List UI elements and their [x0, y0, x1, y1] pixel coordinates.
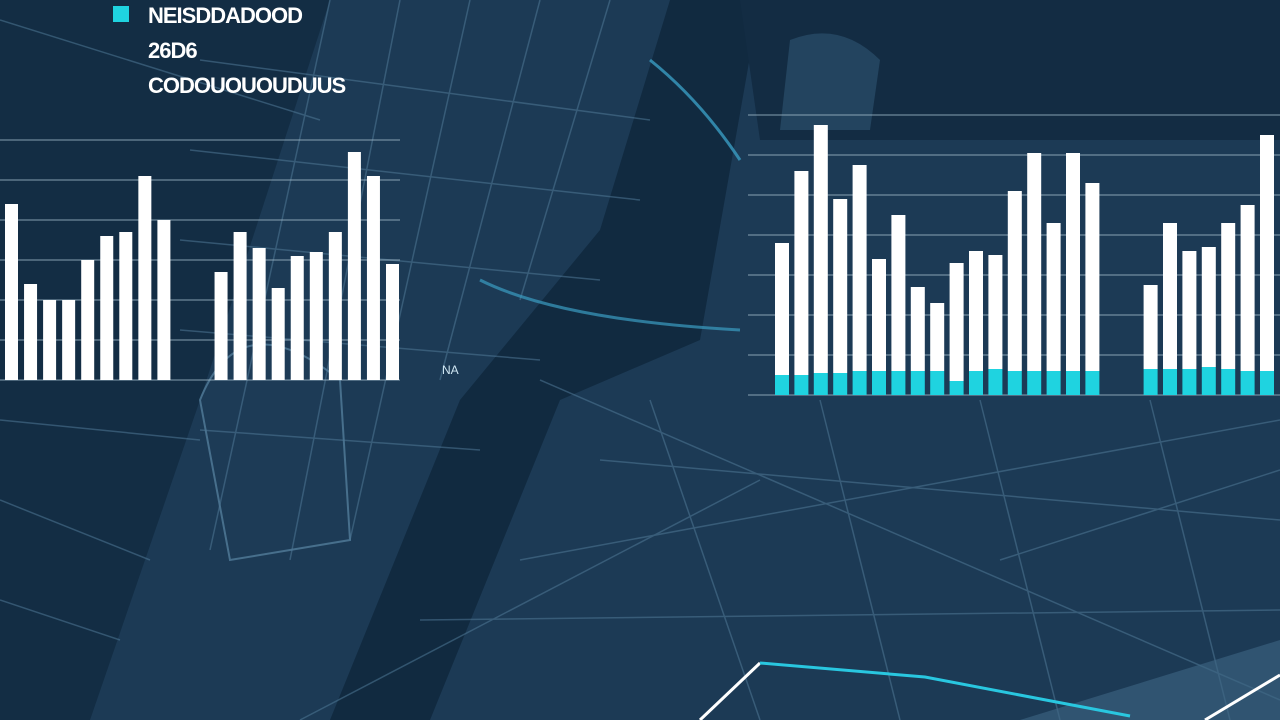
bar-segment — [1027, 153, 1042, 371]
bar-segment — [1027, 371, 1042, 395]
bar — [5, 204, 18, 380]
bar-segment — [1240, 205, 1255, 371]
bar-segment — [1201, 367, 1216, 395]
bar-segment — [833, 199, 848, 373]
bar-segment — [794, 171, 809, 375]
bar-segment — [813, 125, 828, 373]
bar-segment — [969, 251, 983, 371]
title: NEISDDADOOD — [148, 3, 302, 28]
bar-segment — [833, 373, 848, 395]
bar-segment — [1046, 371, 1061, 395]
bar — [309, 252, 323, 380]
bar-segment — [1066, 153, 1080, 371]
bar-segment — [930, 371, 945, 395]
bar-segment — [1163, 369, 1177, 395]
bar — [252, 248, 266, 380]
bar-segment — [910, 287, 925, 371]
bar — [214, 272, 228, 380]
bar — [328, 232, 342, 380]
bar-segment — [1201, 247, 1216, 367]
bar — [271, 288, 285, 380]
bar — [347, 152, 361, 380]
bar-segment — [891, 371, 906, 395]
bar-segment — [1085, 183, 1100, 371]
bar-segment — [1182, 369, 1197, 395]
bar-segment — [1163, 223, 1177, 369]
bar — [157, 220, 171, 380]
bar — [81, 260, 95, 380]
bar-segment — [988, 369, 1003, 395]
bar-segment — [1085, 371, 1100, 395]
bar-segment — [794, 375, 809, 395]
bar — [119, 232, 133, 380]
bar-segment — [775, 375, 789, 395]
bar-segment — [1240, 371, 1255, 395]
bar — [100, 236, 114, 380]
bar — [138, 176, 152, 380]
bar — [366, 176, 380, 380]
bar-segment — [949, 263, 964, 381]
bar-segment — [949, 381, 964, 395]
bar-segment — [1143, 369, 1158, 395]
caption: CODOUOUOUDUUS — [148, 73, 346, 98]
bar-segment — [1066, 371, 1080, 395]
bar-segment — [1221, 369, 1236, 395]
bar — [290, 256, 304, 380]
bar — [43, 300, 57, 380]
bar-segment — [775, 243, 789, 375]
bar-segment — [1260, 135, 1274, 371]
bar-segment — [852, 165, 867, 371]
bar-segment — [852, 371, 867, 395]
bar-segment — [1260, 371, 1274, 395]
bar-segment — [1007, 191, 1022, 371]
bar — [233, 232, 247, 380]
bar-segment — [872, 259, 886, 371]
bar-segment — [813, 373, 828, 395]
subtitle: 26D6 — [148, 38, 197, 63]
bar-segment — [930, 303, 945, 371]
bar-segment — [969, 371, 983, 395]
bar-segment — [1221, 223, 1236, 369]
bar — [62, 300, 76, 380]
bar-segment — [1007, 371, 1022, 395]
bar-segment — [910, 371, 925, 395]
bar-segment — [1182, 251, 1197, 369]
annotation: NA — [442, 363, 459, 377]
legend-swatch — [113, 6, 129, 22]
bar-segment — [1046, 223, 1061, 371]
bar-segment — [1143, 285, 1158, 369]
bar-segment — [872, 371, 886, 395]
bar-segment — [988, 255, 1003, 369]
bar — [386, 264, 399, 380]
bar — [24, 284, 38, 380]
bar-segment — [891, 215, 906, 371]
